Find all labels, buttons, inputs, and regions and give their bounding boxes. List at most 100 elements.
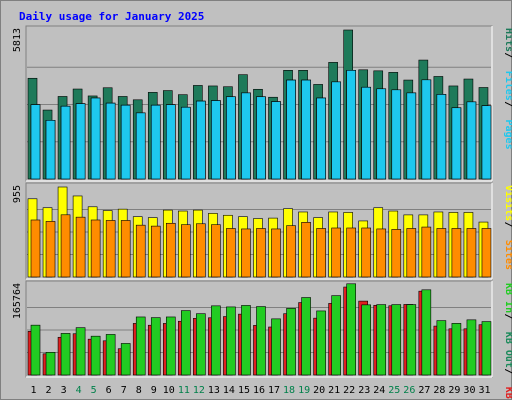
bar-hits-pages-day-9 xyxy=(150,104,161,180)
max-label-hits: 5813 xyxy=(12,28,23,52)
bar-kbytes-kb-in-day-11 xyxy=(181,310,191,376)
bar-visits-sites-day-1 xyxy=(30,219,41,278)
bar-hits-pages-day-29 xyxy=(451,107,462,180)
day-label-8: 8 xyxy=(136,385,142,396)
day-label-12: 12 xyxy=(193,385,205,396)
day-label-3: 3 xyxy=(61,385,67,396)
bar-kbytes-kb-in-day-5 xyxy=(90,335,101,376)
bar-visits-sites-day-16 xyxy=(256,228,266,278)
bar-hits-pages-day-5 xyxy=(90,97,101,180)
panel-hits: 5813 Hits / Files / Pages xyxy=(12,25,512,182)
max-label-kbytes: 165764 xyxy=(12,283,23,319)
day-label-25: 25 xyxy=(388,385,400,396)
bar-hits-pages-day-25 xyxy=(391,89,402,180)
bar-hits-pages-day-3 xyxy=(60,105,71,180)
bar-hits-pages-day-15 xyxy=(241,92,251,180)
day-label-30: 30 xyxy=(463,385,475,396)
bar-kbytes-kb-in-day-1 xyxy=(30,324,41,376)
bar-visits-sites-day-21 xyxy=(331,227,341,278)
bar-visits-sites-day-14 xyxy=(226,228,236,278)
bar-kbytes-kb-in-day-18 xyxy=(286,308,296,376)
legend-item-kb-f: KB F xyxy=(503,387,512,401)
day-label-11: 11 xyxy=(178,385,190,396)
legend-item-pages: Pages xyxy=(503,120,512,150)
legend-separator: / xyxy=(503,101,512,107)
bar-kbytes-kb-in-day-17 xyxy=(271,318,281,376)
day-label-5: 5 xyxy=(91,385,97,396)
legend-visits: Visits / Sites xyxy=(503,185,512,270)
bar-hits-pages-day-1 xyxy=(30,104,41,180)
bar-hits-pages-day-26 xyxy=(406,92,417,180)
day-axis-labels: 1 2 3 4 5 6 7 8 9 10 11 12 13 14 15 16 17 18 19 20 21 22 23 24 2… xyxy=(31,385,491,396)
legend-separator: / xyxy=(503,222,512,228)
bar-hits-pages-day-28 xyxy=(436,94,447,180)
bar-visits-sites-day-9 xyxy=(150,225,161,278)
bar-kbytes-kb-in-day-20 xyxy=(316,310,326,376)
bar-visits-sites-day-22 xyxy=(346,227,356,278)
legend-separator: / xyxy=(503,368,512,374)
bar-hits-pages-day-2 xyxy=(45,120,56,180)
bar-kbytes-kb-in-day-7 xyxy=(120,343,131,376)
legend-item-files: Files xyxy=(503,71,512,101)
bar-visits-sites-day-26 xyxy=(406,228,417,278)
legend-separator: / xyxy=(503,314,512,320)
bar-hits-pages-day-12 xyxy=(196,100,206,180)
bar-visits-sites-day-19 xyxy=(301,222,311,278)
bar-hits-pages-day-31 xyxy=(481,105,492,180)
bar-visits-sites-day-6 xyxy=(105,220,116,278)
bar-visits-sites-day-23 xyxy=(361,227,372,278)
bar-visits-sites-day-18 xyxy=(286,225,296,278)
bar-hits-pages-day-6 xyxy=(105,102,116,180)
legend-item-kb-in: KB In xyxy=(503,283,512,313)
bar-kbytes-kb-in-day-6 xyxy=(105,334,116,376)
bar-kbytes-kb-in-day-9 xyxy=(150,317,161,376)
bar-kbytes-kb-in-day-25 xyxy=(391,304,402,376)
bar-visits-sites-day-8 xyxy=(135,224,146,278)
legend-hits: Hits / Files / Pages xyxy=(503,28,512,150)
bar-hits-pages-day-13 xyxy=(211,100,221,180)
bar-kbytes-kb-in-day-15 xyxy=(241,305,251,376)
bar-visits-sites-day-31 xyxy=(481,228,492,278)
day-label-18: 18 xyxy=(283,385,295,396)
legend-kbytes: KB In / KB Out / KB F xyxy=(503,283,512,401)
bar-kbytes-kb-in-day-3 xyxy=(60,333,71,376)
bar-kbytes-kb-in-day-23 xyxy=(361,304,372,376)
bar-visits-sites-day-12 xyxy=(196,223,206,278)
bar-kbytes-kb-in-day-19 xyxy=(301,297,311,376)
bar-hits-pages-day-27 xyxy=(421,79,432,180)
day-label-22: 22 xyxy=(343,385,355,396)
bar-kbytes-kb-in-day-10 xyxy=(165,316,176,376)
bar-kbytes-kb-in-day-12 xyxy=(196,313,206,376)
day-label-28: 28 xyxy=(433,385,445,396)
bar-visits-sites-day-7 xyxy=(120,220,131,278)
bar-visits-sites-day-3 xyxy=(60,214,71,278)
bar-kbytes-kb-in-day-14 xyxy=(226,306,236,376)
bar-kbytes-kb-in-day-8 xyxy=(135,316,146,376)
bar-kbytes-kb-in-day-28 xyxy=(436,320,447,376)
bar-hits-pages-day-10 xyxy=(165,104,176,180)
bar-visits-sites-day-27 xyxy=(421,226,432,278)
day-label-13: 13 xyxy=(208,385,220,396)
bar-kbytes-kb-in-day-30 xyxy=(466,319,477,376)
day-label-23: 23 xyxy=(358,385,370,396)
bar-visits-sites-day-11 xyxy=(181,224,191,278)
legend-item-sites: Sites xyxy=(503,240,512,270)
day-label-6: 6 xyxy=(106,385,112,396)
bar-hits-pages-day-22 xyxy=(346,70,356,180)
legend-item-hits: Hits xyxy=(503,28,512,52)
bar-hits-pages-day-14 xyxy=(226,96,236,180)
bar-visits-sites-day-2 xyxy=(45,221,56,278)
panel-visits: 955 Visits / Sites xyxy=(12,182,512,280)
bar-hits-pages-day-11 xyxy=(181,106,191,180)
bar-hits-pages-day-4 xyxy=(75,103,86,180)
bar-visits-sites-day-25 xyxy=(391,229,402,278)
bar-hits-pages-day-16 xyxy=(256,96,266,180)
bar-kbytes-kb-in-day-29 xyxy=(451,323,462,376)
bar-hits-pages-day-20 xyxy=(316,97,326,180)
day-label-4: 4 xyxy=(76,385,82,396)
bar-visits-sites-day-30 xyxy=(466,228,477,278)
day-label-14: 14 xyxy=(223,385,235,396)
legend-item-kb-out: KB Out xyxy=(503,332,512,368)
bar-kbytes-kb-in-day-27 xyxy=(421,289,432,376)
